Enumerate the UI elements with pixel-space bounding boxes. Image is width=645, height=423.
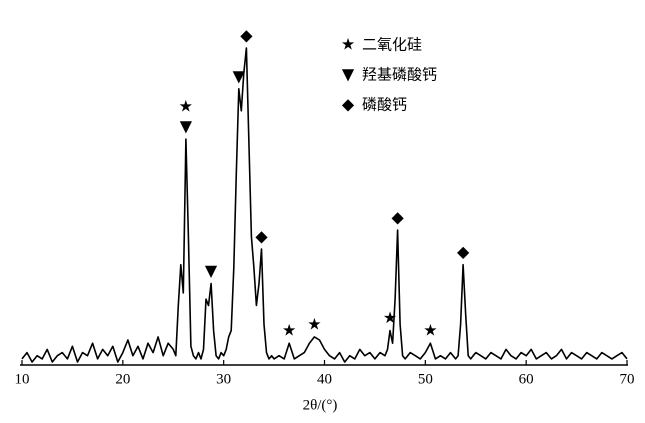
legend-symbol: ▼ bbox=[342, 65, 355, 84]
peak-marker: ▼ bbox=[180, 117, 193, 136]
peak-marker: ▼ bbox=[205, 261, 218, 280]
peak-marker: ★ bbox=[282, 321, 296, 340]
x-tick-label: 60 bbox=[519, 371, 534, 387]
peak-marker: ◆ bbox=[240, 26, 253, 45]
peak-marker: ★ bbox=[179, 97, 193, 116]
x-tick-label: 20 bbox=[115, 371, 130, 387]
peak-marker: ★ bbox=[423, 321, 437, 340]
x-tick-label: 40 bbox=[317, 371, 332, 387]
peak-marker: ▼ bbox=[233, 66, 246, 85]
peak-marker: ★ bbox=[383, 308, 397, 327]
legend-symbol: ◆ bbox=[342, 95, 355, 114]
peak-marker: ◆ bbox=[457, 242, 470, 261]
peak-marker: ◆ bbox=[255, 226, 268, 245]
peak-marker: ◆ bbox=[391, 208, 404, 227]
legend-label: 羟基磷酸钙 bbox=[362, 66, 437, 84]
x-axis-label: 2θ/(°) bbox=[303, 397, 338, 413]
legend-label: 磷酸钙 bbox=[362, 96, 407, 114]
x-tick-label: 10 bbox=[15, 371, 30, 387]
peak-marker: ★ bbox=[307, 314, 321, 333]
x-tick-label: 50 bbox=[418, 371, 433, 387]
legend-symbol: ★ bbox=[341, 35, 355, 54]
xrd-line bbox=[21, 47, 628, 363]
x-tick-label: 30 bbox=[216, 371, 231, 387]
x-tick-label: 70 bbox=[620, 371, 635, 387]
legend-label: 二氧化硅 bbox=[362, 36, 422, 54]
